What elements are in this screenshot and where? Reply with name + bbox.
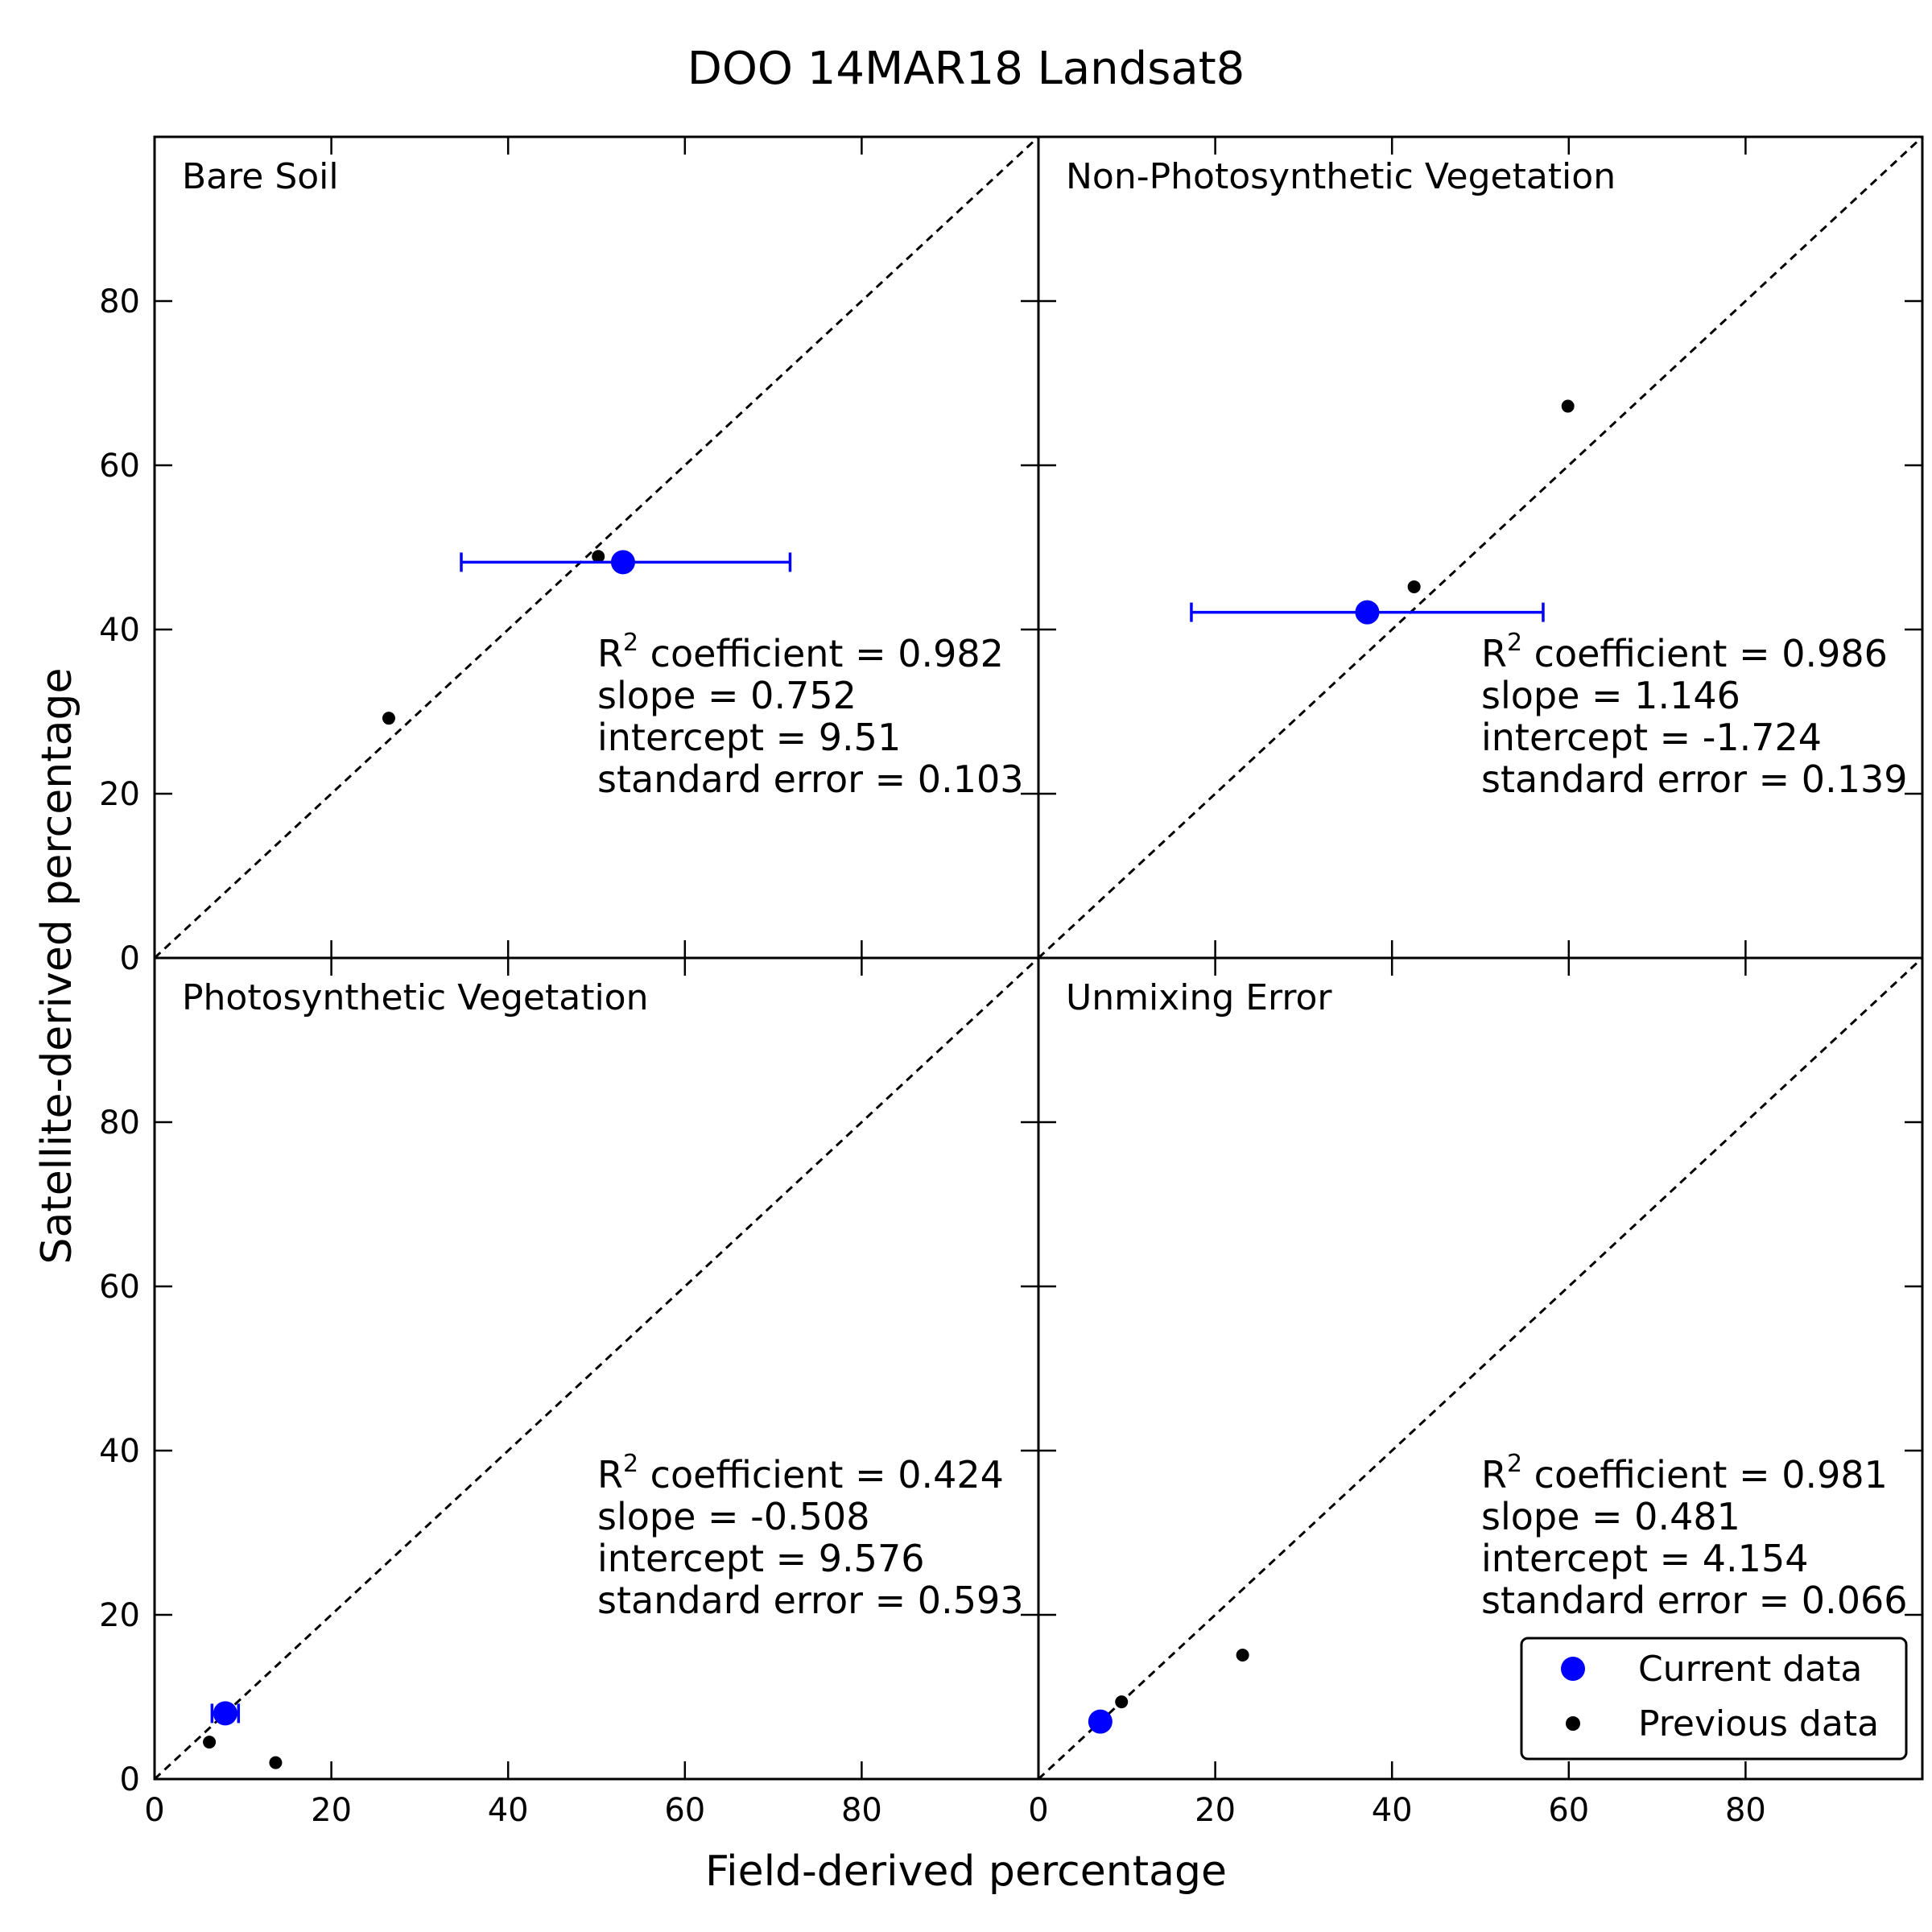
stats-intercept: intercept = -1.724	[1481, 716, 1822, 759]
stats-r2: R2 coefficient = 0.424	[597, 1450, 1004, 1496]
previous-data-point	[1115, 1695, 1129, 1709]
x-tick-label: 80	[1725, 1792, 1766, 1829]
current-data-point	[1355, 600, 1380, 625]
current-data-point	[610, 550, 635, 575]
x-tick-label: 20	[1195, 1792, 1236, 1829]
panel-title: Non-Photosynthetic Vegetation	[1066, 156, 1616, 197]
y-tick-label: 80	[99, 283, 140, 320]
y-axis-label: Satellite-derived percentage	[33, 668, 81, 1265]
legend-label: Current data	[1638, 1649, 1862, 1690]
legend-marker	[1561, 1657, 1585, 1681]
y-tick-label: 20	[99, 1597, 140, 1634]
legend: Current data Previous data	[1520, 1637, 1908, 1761]
x-tick-label: 40	[488, 1792, 529, 1829]
panel-title: Bare Soil	[182, 156, 339, 197]
x-tick-label: 60	[664, 1792, 705, 1829]
panel-title: Photosynthetic Vegetation	[182, 977, 648, 1018]
legend-label: Previous data	[1638, 1703, 1879, 1744]
previous-data-point	[203, 1736, 217, 1749]
previous-data-point	[382, 712, 395, 725]
previous-data-point	[1236, 1648, 1249, 1662]
stats-r2: R2 coefficient = 0.986	[1481, 629, 1888, 675]
x-tick-label: 40	[1372, 1792, 1413, 1829]
y-tick-label: 40	[99, 1433, 140, 1470]
x-tick-label: 0	[1028, 1792, 1048, 1829]
one-to-one-line	[153, 956, 1040, 1781]
stats-slope: slope = -0.508	[597, 1495, 869, 1538]
stats-intercept: intercept = 9.576	[597, 1537, 924, 1580]
one-to-one-line	[153, 135, 1040, 960]
panels-grid: 0 20 40 60 80 Bare Soil R2 coefficient = 0.982…	[99, 135, 1924, 1829]
stats-intercept: intercept = 4.154	[1481, 1537, 1808, 1580]
stats-r2: R2 coefficient = 0.982	[597, 629, 1004, 675]
stats-stderr: standard error = 0.103	[597, 758, 1024, 801]
previous-data-point	[1561, 399, 1575, 413]
x-tick-label: 60	[1548, 1792, 1589, 1829]
x-tick-label: 0	[144, 1792, 164, 1829]
y-tick-label: 80	[99, 1104, 140, 1141]
y-tick-label: 40	[99, 612, 140, 649]
stats-slope: slope = 1.146	[1481, 674, 1740, 717]
stats-stderr: standard error = 0.066	[1481, 1579, 1908, 1622]
y-tick-label: 60	[99, 1269, 140, 1306]
previous-data-point	[592, 550, 605, 564]
panel-3: 0 20 40 60 80 Unmixing Error R2 coefficient = …	[1028, 956, 1924, 1829]
previous-data-point	[269, 1756, 283, 1769]
panel-1: Non-Photosynthetic Vegetation R2 coeffici…	[1037, 135, 1924, 960]
stats-slope: slope = 0.752	[597, 674, 857, 717]
x-tick-label: 80	[841, 1792, 882, 1829]
one-to-one-line	[1037, 956, 1924, 1781]
panel-2: 0 20 40 60 80 0 20 40 60 80 Photosynthetic Vegetat…	[99, 956, 1040, 1829]
current-data-point	[1088, 1709, 1113, 1734]
figure-title: DOO 14MAR18 Landsat8	[687, 43, 1245, 95]
y-tick-label: 0	[120, 940, 140, 977]
panel-frame	[1037, 956, 1924, 1781]
current-data-point	[213, 1701, 237, 1726]
stats-intercept: intercept = 9.51	[597, 716, 901, 759]
y-tick-label: 20	[99, 776, 140, 813]
x-tick-label: 20	[311, 1792, 352, 1829]
stats-stderr: standard error = 0.139	[1481, 758, 1908, 801]
one-to-one-line	[1037, 135, 1924, 960]
legend-box	[1520, 1637, 1908, 1761]
y-tick-label: 60	[99, 448, 140, 485]
legend-marker	[1566, 1716, 1580, 1731]
x-axis-label: Field-derived percentage	[705, 1847, 1227, 1896]
panel-title: Unmixing Error	[1066, 977, 1332, 1018]
stats-r2: R2 coefficient = 0.981	[1481, 1450, 1888, 1496]
y-tick-label: 0	[120, 1761, 140, 1798]
previous-data-point	[1407, 580, 1421, 593]
panel-0: 0 20 40 60 80 Bare Soil R2 coefficient = 0.982…	[99, 135, 1040, 977]
stats-slope: slope = 0.481	[1481, 1495, 1740, 1538]
stats-stderr: standard error = 0.593	[597, 1579, 1024, 1622]
